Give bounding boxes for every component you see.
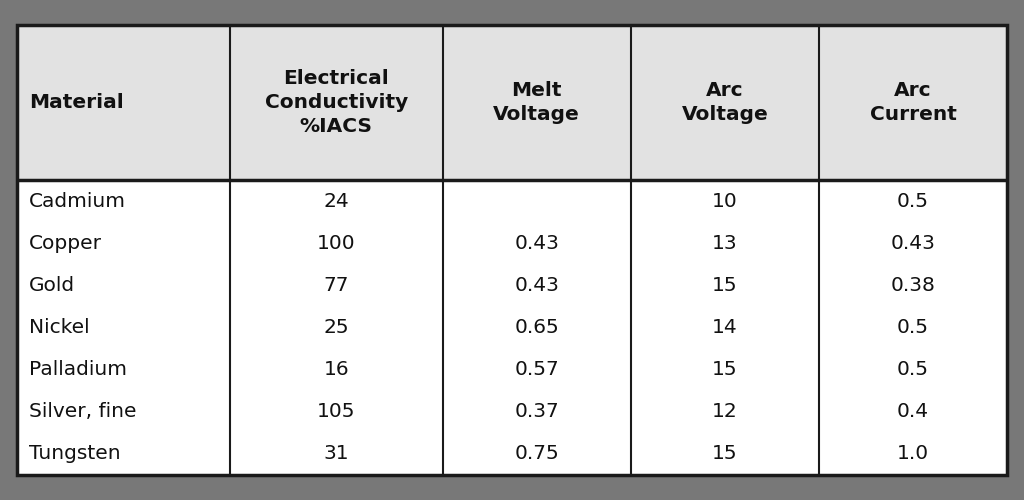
Text: 13: 13 (712, 234, 737, 252)
Text: 0.4: 0.4 (897, 402, 929, 421)
Text: Nickel: Nickel (29, 318, 90, 337)
Text: 0.43: 0.43 (514, 276, 559, 295)
Text: 1.0: 1.0 (897, 444, 929, 464)
Text: 10: 10 (712, 192, 737, 210)
Text: Tungsten: Tungsten (29, 444, 121, 464)
Text: Arc
Current: Arc Current (869, 81, 956, 124)
Text: Palladium: Palladium (29, 360, 127, 379)
Text: Material: Material (29, 93, 124, 112)
Text: 0.75: 0.75 (514, 444, 559, 464)
Text: Electrical
Conductivity
%IACS: Electrical Conductivity %IACS (264, 68, 408, 136)
Text: Copper: Copper (29, 234, 102, 252)
Text: 0.43: 0.43 (514, 234, 559, 252)
Text: Silver, fine: Silver, fine (29, 402, 136, 421)
Text: 15: 15 (712, 444, 737, 464)
Text: 0.38: 0.38 (891, 276, 935, 295)
Text: 15: 15 (712, 360, 737, 379)
Text: 100: 100 (317, 234, 355, 252)
Text: 77: 77 (324, 276, 349, 295)
Text: 14: 14 (712, 318, 737, 337)
Text: 24: 24 (324, 192, 349, 210)
Text: Melt
Voltage: Melt Voltage (494, 81, 581, 124)
Text: 31: 31 (324, 444, 349, 464)
Text: 25: 25 (324, 318, 349, 337)
Text: Arc
Voltage: Arc Voltage (682, 81, 768, 124)
Text: 0.43: 0.43 (891, 234, 935, 252)
Text: 16: 16 (324, 360, 349, 379)
Text: 0.5: 0.5 (897, 318, 929, 337)
Text: 0.5: 0.5 (897, 192, 929, 210)
Text: 15: 15 (712, 276, 737, 295)
Text: 0.5: 0.5 (897, 360, 929, 379)
Text: Cadmium: Cadmium (29, 192, 126, 210)
Text: 0.57: 0.57 (514, 360, 559, 379)
Text: Gold: Gold (29, 276, 75, 295)
Text: 0.37: 0.37 (514, 402, 559, 421)
Bar (17, 25, 1007, 180)
Text: 12: 12 (712, 402, 737, 421)
Text: 105: 105 (317, 402, 355, 421)
Text: 0.65: 0.65 (514, 318, 559, 337)
